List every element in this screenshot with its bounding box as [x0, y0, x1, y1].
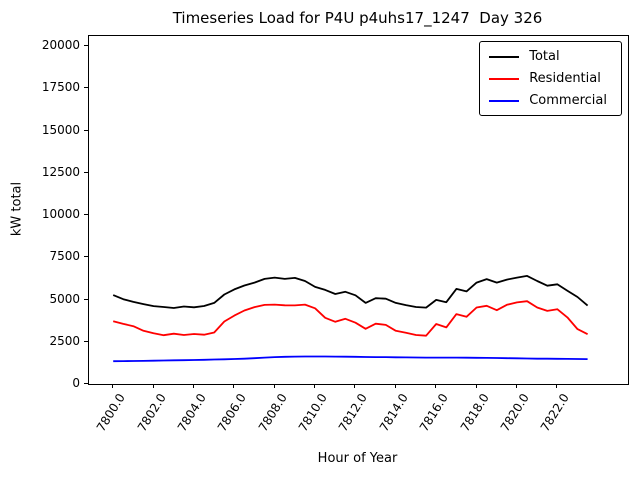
x-tick-mark: [192, 384, 194, 388]
y-tick-mark: [84, 87, 88, 89]
x-tick-mark: [314, 384, 316, 388]
series-line-residential: [112, 300, 589, 337]
x-tick-label: 7802.0: [134, 391, 169, 435]
legend: Total Residential Commercial: [479, 41, 622, 116]
y-tick-label: 15000: [41, 122, 80, 137]
y-tick-mark: [84, 171, 88, 173]
y-tick-label: 7500: [49, 249, 80, 264]
x-tick-label: 7804.0: [174, 391, 209, 435]
legend-entry-total: Total: [489, 49, 611, 64]
x-tick-mark: [354, 384, 356, 388]
legend-label: Commercial: [529, 93, 607, 108]
x-tick-label: 7818.0: [457, 391, 492, 435]
series-line-commercial: [113, 355, 588, 363]
legend-label: Residential: [529, 71, 601, 86]
plot-area: Total Residential Commercial: [88, 35, 629, 385]
x-tick-label: 7810.0: [295, 391, 330, 435]
chart-title: Timeseries Load for P4U p4uhs17_1247 Day…: [172, 9, 543, 27]
x-tick-mark: [515, 384, 517, 388]
y-tick-mark: [84, 383, 88, 384]
legend-line-icon: [489, 77, 520, 80]
legend-line-icon: [489, 99, 520, 102]
y-tick-label: 10000: [41, 207, 80, 222]
x-tick-label: 7814.0: [376, 391, 411, 435]
y-tick-mark: [84, 298, 88, 300]
y-tick-label: 5000: [49, 291, 80, 306]
legend-entry-residential: Residential: [489, 71, 611, 86]
y-tick-label: 0: [72, 376, 80, 390]
y-tick-mark: [84, 340, 88, 342]
series-line-total: [112, 274, 589, 309]
y-tick-label: 2500: [49, 333, 80, 348]
x-tick-mark: [556, 384, 558, 388]
x-tick-mark: [233, 384, 235, 388]
x-tick-label: 7806.0: [215, 391, 250, 435]
x-tick-label: 7808.0: [255, 391, 290, 435]
x-tick-mark: [152, 384, 154, 388]
x-tick-mark: [435, 384, 437, 388]
y-tick-mark: [84, 45, 88, 47]
x-tick-mark: [273, 384, 275, 388]
x-tick-label: 7820.0: [497, 391, 532, 435]
x-tick-label: 7800.0: [93, 391, 129, 435]
legend-entry-commercial: Commercial: [489, 93, 611, 108]
y-tick-label: 20000: [41, 38, 80, 53]
y-tick-mark: [84, 214, 88, 216]
x-tick-label: 7822.0: [538, 391, 573, 435]
y-tick-label: 12500: [41, 164, 80, 179]
x-tick-label: 7816.0: [416, 391, 452, 435]
line-chart: [112, 274, 589, 363]
x-tick-mark: [394, 384, 396, 388]
legend-label: Total: [529, 49, 560, 64]
x-tick-mark: [475, 384, 477, 388]
y-tick-label: 17500: [41, 80, 80, 95]
x-tick-label: 7812.0: [336, 391, 371, 435]
y-tick-mark: [84, 129, 88, 131]
y-tick-mark: [84, 256, 88, 258]
x-tick-mark: [112, 384, 114, 388]
legend-line-icon: [489, 55, 520, 58]
x-axis-label: Hour of Year: [317, 451, 398, 466]
